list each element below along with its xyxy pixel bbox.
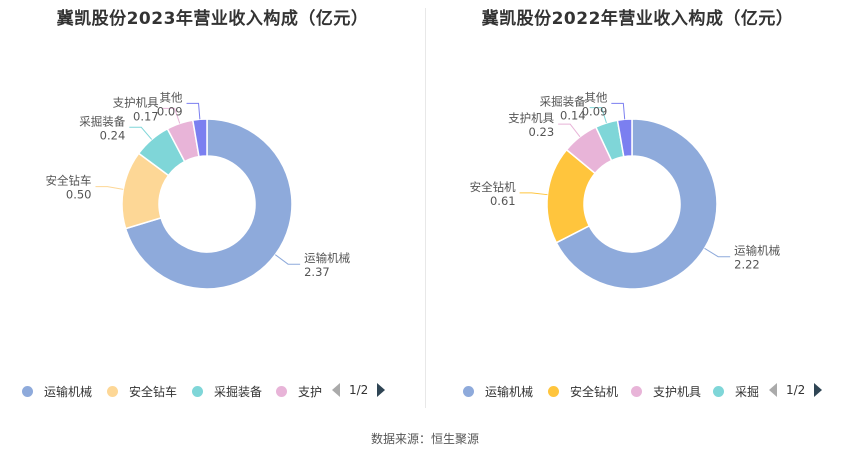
legend-page-number: 1/2	[349, 383, 369, 397]
slice-value-label: 0.17	[133, 109, 159, 123]
next-page-icon[interactable]	[377, 383, 386, 397]
slice-label: 安全钻机	[470, 180, 516, 194]
slice-value-label: 2.22	[734, 258, 760, 272]
legend-item[interactable]: 支护	[276, 383, 322, 400]
slice-label: 支护机具	[113, 95, 159, 109]
label-leader-line	[519, 192, 548, 196]
legend-page-number: 1/2	[786, 383, 806, 397]
label-leader-line	[558, 123, 581, 138]
legend-item[interactable]: 运输机械	[463, 383, 533, 400]
legend-dot	[192, 386, 203, 397]
slice-label: 其他	[584, 90, 607, 104]
pie-slice[interactable]	[124, 118, 293, 290]
legend-label: 支护机具	[653, 385, 702, 399]
legend-pager: 1/2	[769, 383, 823, 397]
legend-dot	[713, 386, 724, 397]
panel-divider	[425, 8, 426, 408]
legend-dot	[22, 386, 33, 397]
slice-value-label: 0.50	[66, 188, 92, 202]
legend-label: 支护	[298, 385, 323, 399]
slice-value-label: 0.61	[490, 194, 516, 208]
legend-label: 采掘装备	[214, 385, 263, 399]
slice-value-label: 2.37	[304, 265, 330, 279]
legend-pager: 1/2	[332, 383, 386, 397]
legend-item[interactable]: 采掘	[713, 383, 759, 400]
legend-dot	[631, 386, 642, 397]
legend-label: 安全钻车	[129, 385, 178, 399]
legend-item[interactable]: 运输机械	[22, 383, 92, 400]
legend-dot	[276, 386, 287, 397]
pie-slice[interactable]	[191, 118, 208, 158]
pie-slice[interactable]	[555, 118, 718, 290]
label-leader-line	[274, 254, 301, 265]
label-leader-line	[589, 107, 607, 124]
legend-label: 运输机械	[44, 385, 93, 399]
slice-value-label: 0.23	[529, 125, 555, 139]
pie-slice[interactable]	[616, 118, 633, 158]
label-leader-line	[162, 107, 181, 124]
legend-item[interactable]: 支护机具	[631, 383, 701, 400]
label-leader-line	[611, 102, 626, 120]
chart-2023: 冀凯股份2023年营业收入构成（亿元） 运输机械 2.37 安全钻车 0.50 采掘装备…	[0, 0, 425, 420]
legend-label: 安全钻机	[570, 385, 619, 399]
label-leader-line	[129, 126, 153, 140]
chart-2022: 冀凯股份2022年营业收入构成（亿元） 运输机械 2.22 安全钻机 0.61 支护机具…	[425, 0, 850, 420]
slice-label: 运输机械	[304, 251, 350, 265]
slice-value-label: 0.14	[560, 109, 586, 123]
next-page-icon[interactable]	[814, 383, 823, 397]
prev-page-icon[interactable]	[332, 383, 340, 397]
slice-label: 运输机械	[734, 244, 780, 258]
slice-label: 支护机具	[508, 111, 554, 125]
label-leader-line	[704, 247, 731, 258]
legend-label: 采掘	[735, 385, 760, 399]
legend-label: 运输机械	[485, 385, 534, 399]
legend-dot	[463, 386, 474, 397]
legend-item[interactable]: 采掘装备	[192, 383, 262, 400]
label-leader-line	[95, 186, 124, 190]
label-leader-line	[186, 102, 201, 120]
slice-label: 安全钻车	[45, 174, 91, 188]
legend-dot	[107, 386, 118, 397]
prev-page-icon[interactable]	[769, 383, 777, 397]
legend-dot	[548, 386, 559, 397]
data-source: 数据来源：恒生聚源	[370, 432, 479, 446]
chart-title-2022: 冀凯股份2022年营业收入构成（亿元）	[481, 9, 794, 29]
slice-value-label: 0.09	[157, 104, 183, 118]
slice-label: 采掘装备	[79, 114, 125, 128]
chart-title-2023: 冀凯股份2023年营业收入构成（亿元）	[56, 9, 369, 29]
slice-value-label: 0.24	[100, 128, 126, 142]
slice-label: 采掘装备	[540, 95, 586, 109]
slice-label: 其他	[160, 90, 183, 104]
slice-value-label: 0.09	[582, 104, 608, 118]
legend-item[interactable]: 安全钻机	[548, 383, 618, 400]
legend-item[interactable]: 安全钻车	[107, 383, 177, 400]
